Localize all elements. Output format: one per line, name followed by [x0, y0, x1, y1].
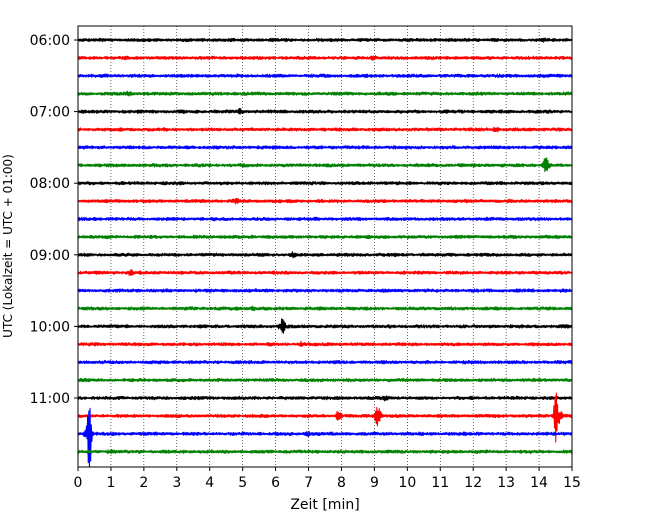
plot-background [78, 26, 572, 467]
x-tick-label: 9 [370, 475, 379, 491]
y-tick-label: 08:00 [30, 176, 70, 192]
x-tick-label: 8 [337, 475, 346, 491]
seismic-trace [78, 157, 572, 173]
seismic-trace [78, 37, 572, 43]
seismic-trace [78, 90, 572, 97]
x-tick-label: 11 [431, 475, 449, 491]
seismic-trace [78, 216, 572, 222]
x-tick-label: 5 [238, 475, 247, 491]
seismic-trace [78, 318, 572, 334]
seismic-trace [78, 55, 572, 61]
x-axis-ticks: 0 1 2 3 4 5 6 7 8 9 10 11 12 13 14 15 [74, 467, 581, 491]
seismic-trace [78, 180, 572, 186]
x-tick-label: 1 [106, 475, 115, 491]
seismic-trace [78, 340, 572, 347]
x-axis-label: Zeit [min] [290, 497, 359, 513]
x-tick-label: 3 [172, 475, 181, 491]
y-axis-ticks: 06:00 07:00 08:00 09:00 10:00 11:00 [30, 33, 78, 407]
seismic-trace [78, 407, 572, 467]
seismic-trace [78, 145, 572, 150]
y-tick-label: 09:00 [30, 248, 70, 264]
y-tick-label: 07:00 [30, 105, 70, 121]
seismic-trace [78, 251, 572, 259]
x-tick-label: 15 [563, 475, 581, 491]
x-tick-label: 0 [74, 475, 83, 491]
seismic-trace [78, 197, 572, 205]
y-tick-label: 11:00 [30, 391, 70, 407]
seismic-trace [78, 392, 572, 443]
trace-layer [78, 37, 572, 467]
seismic-trace [78, 126, 572, 133]
x-tick-label: 13 [497, 475, 515, 491]
seismic-trace [78, 288, 572, 293]
x-tick-label: 14 [530, 475, 548, 491]
x-tick-label: 10 [398, 475, 416, 491]
seismic-trace [78, 448, 572, 455]
seismic-trace [78, 305, 572, 312]
x-tick-label: 7 [304, 475, 313, 491]
x-tick-label: 6 [271, 475, 280, 491]
y-tick-label: 06:00 [30, 33, 70, 49]
plot-frame [77, 25, 573, 468]
x-tick-label: 2 [139, 475, 148, 491]
seismic-trace [78, 359, 572, 365]
seismic-trace [78, 269, 572, 276]
x-tick-label: 12 [464, 475, 482, 491]
seismic-trace [78, 107, 572, 115]
seismic-trace [78, 234, 572, 240]
seismic-trace [78, 377, 572, 383]
x-tick-label: 4 [205, 475, 214, 491]
seismic-trace [78, 73, 572, 79]
seismic-trace [78, 395, 572, 402]
y-tick-label: 10:00 [30, 319, 70, 335]
y-axis-label: UTC (Lokalzeit = UTC + 01:00) [1, 154, 15, 338]
